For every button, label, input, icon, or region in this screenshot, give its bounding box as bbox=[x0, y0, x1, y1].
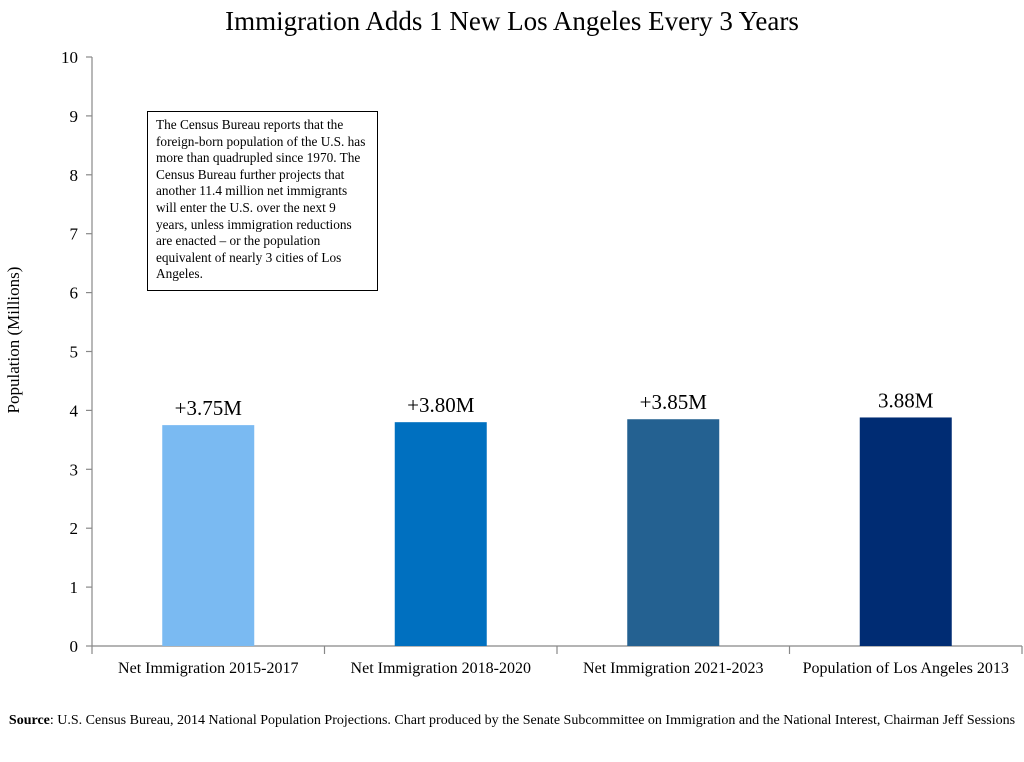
bar bbox=[627, 419, 720, 646]
category-label: Net Immigration 2018-2020 bbox=[350, 660, 531, 677]
category-label: Net Immigration 2015-2017 bbox=[118, 660, 299, 677]
bar bbox=[162, 425, 255, 646]
category-label: Net Immigration 2021-2023 bbox=[583, 660, 764, 677]
bar bbox=[394, 422, 487, 646]
y-tick-label: 3 bbox=[70, 460, 79, 479]
y-tick-label: 8 bbox=[70, 166, 79, 185]
data-label: +3.75M bbox=[175, 396, 243, 420]
y-tick-label: 9 bbox=[70, 107, 79, 126]
y-tick-label: 7 bbox=[70, 225, 79, 244]
y-tick-label: 5 bbox=[70, 343, 79, 362]
y-tick-label: 10 bbox=[61, 48, 78, 67]
data-label: +3.80M bbox=[407, 393, 475, 417]
category-label: Population of Los Angeles 2013 bbox=[802, 660, 1009, 677]
source-text: : U.S. Census Bureau, 2014 National Popu… bbox=[49, 713, 1016, 728]
data-label: +3.85M bbox=[640, 390, 708, 414]
y-tick-label: 4 bbox=[70, 401, 79, 420]
chart-title: Immigration Adds 1 New Los Angeles Every… bbox=[225, 6, 799, 36]
y-tick-label: 0 bbox=[70, 637, 79, 656]
data-label: 3.88M bbox=[878, 388, 934, 412]
source-note: Source: U.S. Census Bureau, 2014 Nationa… bbox=[0, 711, 1024, 730]
annotation-box: The Census Bureau reports that the forei… bbox=[147, 111, 378, 291]
source-label: Source bbox=[8, 713, 50, 728]
y-tick-label: 6 bbox=[70, 284, 79, 303]
bar bbox=[859, 417, 952, 646]
y-tick-label: 2 bbox=[70, 519, 79, 538]
y-tick-label: 1 bbox=[70, 578, 79, 597]
